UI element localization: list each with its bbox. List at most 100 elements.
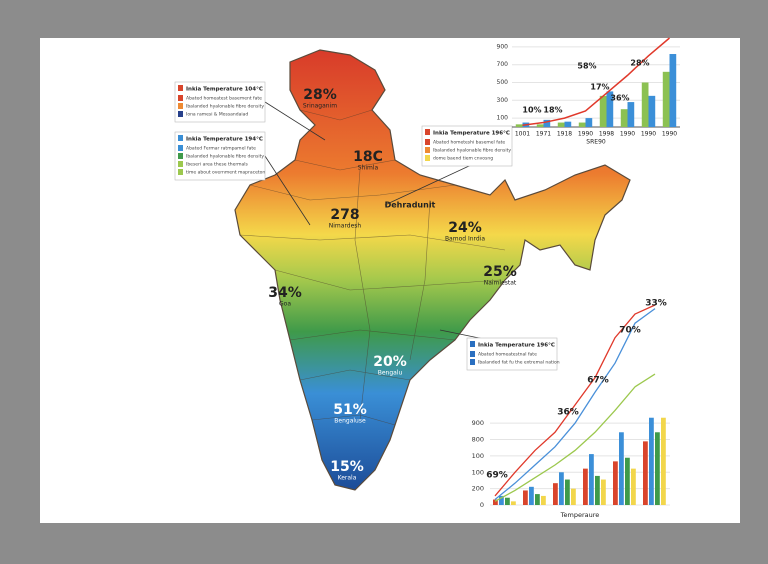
map-label: 15%: [330, 459, 364, 475]
bar: [511, 501, 516, 505]
annotation: 36%: [557, 408, 579, 418]
callout-text: time about overnment mapraceton: [186, 170, 265, 176]
bar: [499, 495, 504, 505]
x-axis-label: SRE90: [586, 139, 606, 146]
map-sublabel: Bengalu: [378, 370, 403, 377]
state-borders: [239, 109, 506, 426]
callout-swatch: [425, 155, 430, 161]
callout-swatch: [178, 111, 183, 117]
x-tick-label: 1001: [515, 131, 530, 138]
map-label: 34%: [268, 285, 302, 301]
y-tick-label: 800: [472, 436, 484, 444]
bar: [631, 468, 636, 505]
bar: [619, 432, 624, 505]
annotation: 58%: [577, 62, 596, 71]
bar: [543, 119, 551, 127]
callout-box: [466, 337, 558, 371]
trend-line: [494, 304, 656, 497]
map-sublabel: Bamod Inrdia: [445, 236, 485, 243]
bar: [523, 490, 528, 505]
callout-swatch: [470, 351, 475, 357]
callout-swatch: [425, 129, 430, 135]
bar: [613, 461, 618, 505]
annotation: 67%: [587, 376, 609, 386]
callout-pointer: [264, 155, 311, 226]
y-tick-label: 100: [497, 115, 509, 122]
bar: [515, 124, 523, 127]
bar: [505, 497, 510, 505]
y-tick-label: 700: [497, 61, 509, 68]
bar: [669, 54, 677, 127]
bar: [553, 483, 558, 505]
bar: [627, 102, 635, 127]
x-tick-label: 1990: [662, 131, 677, 138]
callout-swatch: [178, 161, 183, 167]
callout-swatch: [178, 85, 183, 91]
callout-text: Abated homeatestnal fate: [478, 352, 537, 358]
callout-text: Abated Fermar ratmpamel fate: [186, 146, 256, 152]
bar: [661, 417, 666, 505]
callout-swatch: [425, 147, 430, 153]
trend-line: [494, 308, 656, 501]
callout-swatch: [178, 135, 183, 141]
annotation: 10%: [522, 106, 541, 115]
bar: [643, 441, 648, 505]
callout-swatch: [178, 95, 183, 101]
map-label: 24%: [448, 220, 482, 236]
y-tick-label: 500: [497, 79, 509, 86]
callout-pointer: [264, 101, 326, 141]
map-sublabel: Srinaganim: [303, 103, 337, 110]
x-tick-label: 1998: [599, 131, 614, 138]
callout-text: Iona ramesi & Mossandaiad: [186, 112, 248, 118]
bar: [493, 499, 498, 505]
bar: [625, 457, 630, 505]
bar: [535, 494, 540, 505]
bar: [571, 488, 576, 505]
map-sublabel: Kerala: [338, 475, 357, 482]
bar: [655, 432, 660, 505]
map-sublabel: Shimla: [358, 165, 379, 172]
y-tick-label: 200: [472, 485, 484, 493]
callout-box: [174, 131, 266, 181]
callout-title: Inkia Temperature 104°C: [186, 87, 263, 93]
x-axis-label: Temperaure: [560, 511, 600, 519]
callout-box: [421, 125, 513, 167]
annotation: 18%: [543, 106, 562, 115]
map-sublabel: Bengaluse: [334, 418, 366, 425]
callout-text: Abated homeatest basement fate: [186, 96, 262, 102]
callout-title: Inkia Temperature 196°C: [478, 343, 555, 349]
bar: [641, 82, 649, 127]
x-tick-label: 1918: [557, 131, 572, 138]
map-label: 278: [330, 207, 359, 223]
trend-line: [494, 373, 656, 502]
map-label: Dehradunit: [385, 201, 436, 210]
callout-swatch: [178, 145, 183, 151]
callout-box: [174, 81, 266, 123]
bar: [583, 468, 588, 505]
map-label: 25%: [483, 264, 517, 280]
callout-swatch: [425, 139, 430, 145]
bar: [557, 122, 565, 127]
map-label: 18C: [353, 149, 383, 165]
callout-text: Ibalanded hyalonable fibre density: [433, 148, 511, 154]
bar: [649, 417, 654, 505]
callout-text: Ibalanded hyalonable fibre density: [186, 104, 264, 110]
x-tick-label: 1990: [641, 131, 656, 138]
y-tick-label: 100: [472, 468, 484, 476]
x-tick-label: 1971: [536, 131, 551, 138]
bar: [595, 475, 600, 505]
bar: [648, 95, 656, 127]
annotation: 70%: [619, 326, 641, 336]
bar: [564, 121, 572, 127]
map-sublabel: Goa: [279, 301, 291, 308]
bar: [599, 95, 607, 127]
bar: [601, 479, 606, 505]
callout-swatch: [178, 153, 183, 159]
bar: [589, 454, 594, 505]
map-label: 20%: [373, 354, 407, 370]
x-tick-label: 1990: [578, 131, 593, 138]
bar: [606, 91, 614, 127]
x-tick-label: 1990: [620, 131, 635, 138]
bar: [536, 124, 544, 127]
